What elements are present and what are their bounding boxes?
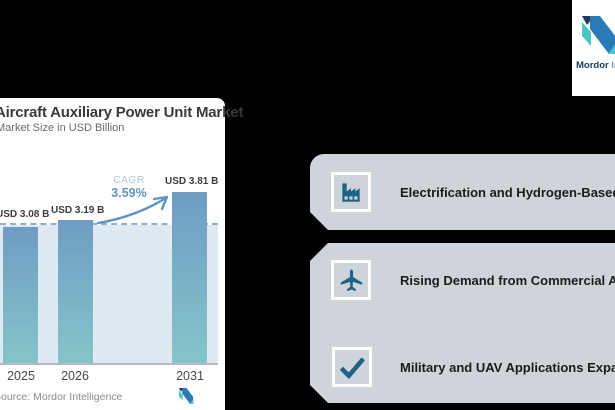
brand-name-bold: Mordor <box>576 60 609 71</box>
mordor-logo-icon <box>178 388 194 404</box>
bar-value-label: USD 3.81 B <box>165 176 219 187</box>
chart-subtitle: Market Size in USD Billion <box>0 122 125 134</box>
x-tick-label: 2026 <box>61 369 89 383</box>
airplane-icon <box>338 267 365 294</box>
mordor-logo-icon <box>582 16 615 54</box>
brand-logo-text: Mordor Intelligence <box>576 60 615 71</box>
bar-value-label: USD 3.19 B <box>51 205 105 216</box>
airplane-icon-box <box>331 260 371 300</box>
key-point-text: Electrification and Hydrogen-Based Sys <box>400 185 615 200</box>
growth-arrow-icon <box>96 195 169 225</box>
key-point-text: Rising Demand from Commercial Aviati <box>400 273 615 288</box>
x-tick-label: 2031 <box>176 369 204 383</box>
bar-2031 <box>172 192 207 363</box>
factory-icon <box>338 179 364 205</box>
x-tick-label: 2025 <box>7 369 35 383</box>
chart-title: Aircraft Auxiliary Power Unit Market <box>0 104 244 121</box>
factory-icon-box <box>331 172 371 212</box>
key-point-text: Military and UAV Applications Expandin <box>400 360 615 375</box>
brand-logo-box: Mordor Intelligence <box>572 0 615 96</box>
key-point-card-2: Rising Demand from Commercial Aviati Mil… <box>310 243 615 403</box>
x-axis-line <box>0 363 218 365</box>
cagr-label: CAGR <box>113 175 145 186</box>
bar-value-label: USD 3.08 B <box>0 209 50 220</box>
bar-2025 <box>3 227 38 363</box>
checkmark-icon-box <box>332 347 372 387</box>
source-note: Source: Mordor Intelligence <box>0 391 123 403</box>
key-point-card-1: Electrification and Hydrogen-Based Sys <box>310 154 615 230</box>
bar-2026 <box>58 220 93 363</box>
cagr-value: 3.59% <box>111 186 147 200</box>
baseline-dashed-line <box>0 223 218 225</box>
brand-name-rest: Intelligence <box>611 60 615 71</box>
checkmark-icon <box>337 352 367 382</box>
market-chart-card: Aircraft Auxiliary Power Unit Market Mar… <box>0 98 243 410</box>
